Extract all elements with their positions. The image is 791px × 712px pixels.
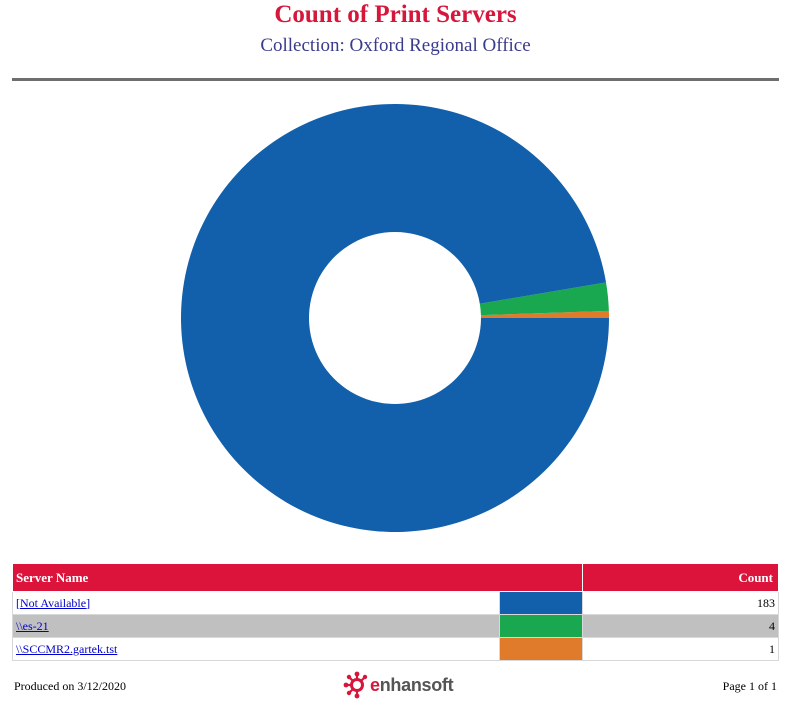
server-link[interactable]: \\es-21 (16, 618, 49, 633)
count-cell: 183 (581, 591, 780, 615)
server-name-header: Server Name (12, 563, 583, 592)
server-name-cell: \\es-21 (12, 614, 500, 638)
color-swatch (499, 592, 582, 614)
count-cell: 4 (581, 614, 780, 638)
donut-slice (181, 103, 609, 532)
table-row: \\es-21 4 (12, 614, 780, 638)
server-link[interactable]: \\SCCMR2.gartek.tst (16, 641, 118, 656)
enhansoft-logo: enhansoft (342, 671, 454, 699)
donut-slice (480, 310, 609, 318)
color-swatch (499, 638, 582, 660)
logo-wordmark: enhansoft (370, 674, 454, 695)
page-number: Page 1 of 1 (722, 679, 777, 693)
color-swatch-cell (498, 637, 583, 661)
report-title: Count of Print Servers (274, 1, 517, 28)
donut-chart (181, 103, 609, 532)
server-name-cell: [Not Available] (12, 591, 500, 615)
color-swatch-cell (498, 614, 583, 638)
donut-slice (479, 282, 609, 316)
legend-header-row: Server Name Count (12, 563, 780, 592)
produced-date: Produced on 3/12/2020 (14, 679, 126, 693)
server-link[interactable]: [Not Available] (16, 595, 91, 610)
table-row: [Not Available] 183 (12, 591, 780, 615)
count-cell: 1 (581, 637, 780, 661)
report-subtitle: Collection: Oxford Regional Office (260, 35, 531, 56)
color-swatch-cell (498, 591, 583, 615)
header-divider (12, 78, 779, 81)
count-header: Count (581, 563, 780, 592)
server-name-cell: \\SCCMR2.gartek.tst (12, 637, 500, 661)
molecule-icon (343, 671, 368, 699)
legend-table: Server Name Count [Not Available] 183 \\… (12, 563, 780, 661)
table-row: \\SCCMR2.gartek.tst 1 (12, 637, 780, 661)
color-swatch (499, 615, 582, 637)
